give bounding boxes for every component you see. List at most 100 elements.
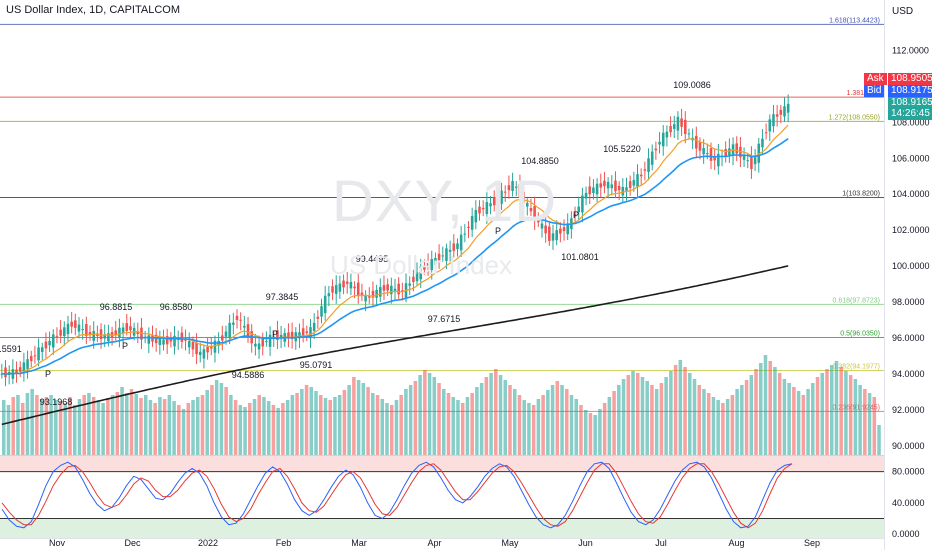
volume-bar <box>877 425 881 455</box>
volume-bar <box>200 395 205 455</box>
candle-body <box>548 226 551 241</box>
candle-body <box>228 322 231 338</box>
candle-body <box>654 148 658 151</box>
candle-body <box>559 228 562 234</box>
fib-level-label: 1(103.8200) <box>842 190 880 197</box>
candle-body <box>349 281 353 289</box>
candle-body <box>772 114 775 127</box>
candle-body <box>621 186 625 196</box>
volume-bar <box>706 393 711 455</box>
volume-bar <box>527 403 531 455</box>
candle-body <box>356 282 360 296</box>
volume-bar <box>63 403 68 455</box>
pivot-marker: P <box>495 226 501 236</box>
candle-body <box>235 315 239 320</box>
volume-bar <box>352 377 356 455</box>
volume-bar <box>531 405 536 455</box>
volume-bar <box>494 369 498 455</box>
volume-bar <box>72 405 77 455</box>
candle-body <box>698 142 702 151</box>
volume-bar <box>191 400 195 455</box>
price-annotation: 97.6715 <box>428 314 461 324</box>
candle-body <box>401 290 404 292</box>
volume-bar <box>432 377 437 455</box>
volume-bar <box>177 405 181 455</box>
volume-bar <box>801 395 806 455</box>
volume-bar <box>754 369 758 455</box>
volume-bar <box>749 375 754 455</box>
bar-countdown-tag: 14:26:45 <box>888 108 932 120</box>
volume-bar <box>612 391 616 455</box>
candle-body <box>713 156 716 161</box>
volume-bar <box>356 380 361 455</box>
volume-bar <box>110 395 115 455</box>
volume-bar <box>848 375 853 455</box>
volume-bar <box>508 385 512 455</box>
volume-bar <box>408 385 413 455</box>
y-tick-label: 112.0000 <box>892 45 929 55</box>
candle-body <box>783 106 786 117</box>
volume-bar <box>16 395 20 455</box>
volume-bar <box>725 399 730 455</box>
candle-body <box>511 181 514 192</box>
price-annotation: 104.8850 <box>521 156 559 166</box>
candle-body <box>724 149 727 157</box>
candle-body <box>184 339 187 341</box>
volume-bar <box>437 383 441 455</box>
candle-body <box>173 335 176 347</box>
pivot-marker: P <box>272 329 278 339</box>
candle-body <box>154 334 158 344</box>
candle-body <box>114 330 118 336</box>
candle-body <box>503 191 507 193</box>
candle-body <box>533 205 536 222</box>
volume-bar <box>475 387 479 455</box>
volume-bar <box>470 393 474 455</box>
candle-body <box>647 158 650 172</box>
x-tick-label: Nov <box>49 538 66 548</box>
volume-bar <box>328 400 332 455</box>
candle-body <box>639 174 643 177</box>
candle-body <box>331 286 334 293</box>
volume-bar <box>664 377 668 455</box>
volume-bar <box>404 389 408 455</box>
candle-body <box>672 124 676 129</box>
candle-body <box>382 285 386 291</box>
volume-bar <box>252 399 257 455</box>
candle-body <box>775 114 779 117</box>
volume-bar <box>257 395 262 455</box>
volume-bar <box>399 395 403 455</box>
candle-body <box>397 283 400 295</box>
fib-level-label: 1.272(108.0550) <box>829 114 880 121</box>
volume-bar <box>91 397 96 455</box>
candle-body <box>603 180 606 187</box>
volume-bar <box>863 389 867 455</box>
candle-body <box>63 327 66 337</box>
candle-body <box>371 290 375 298</box>
volume-bar <box>229 395 233 455</box>
candle-body <box>702 148 705 155</box>
candle-body <box>301 328 305 337</box>
price-annotation: 96.8580 <box>160 302 193 312</box>
volume-bar <box>290 395 295 455</box>
candle-body <box>334 285 338 294</box>
candle-body <box>606 181 610 189</box>
candle-body <box>757 143 761 163</box>
osc-overbought-band <box>0 456 884 472</box>
candle-body <box>632 180 636 186</box>
candle-body <box>305 331 309 334</box>
candle-body <box>316 316 320 319</box>
candle-body <box>107 333 110 342</box>
candle-body <box>169 338 173 342</box>
candle-body <box>268 334 272 347</box>
volume-bar <box>574 399 579 455</box>
candle-body <box>198 351 202 356</box>
candle-body <box>375 289 378 298</box>
candle-body <box>180 332 184 342</box>
candle-body <box>33 355 37 357</box>
volume-bar <box>602 403 607 455</box>
volume-bar <box>456 400 460 455</box>
volume-bar <box>654 389 659 455</box>
volume-bar <box>285 400 290 455</box>
volume-bar <box>607 397 612 455</box>
